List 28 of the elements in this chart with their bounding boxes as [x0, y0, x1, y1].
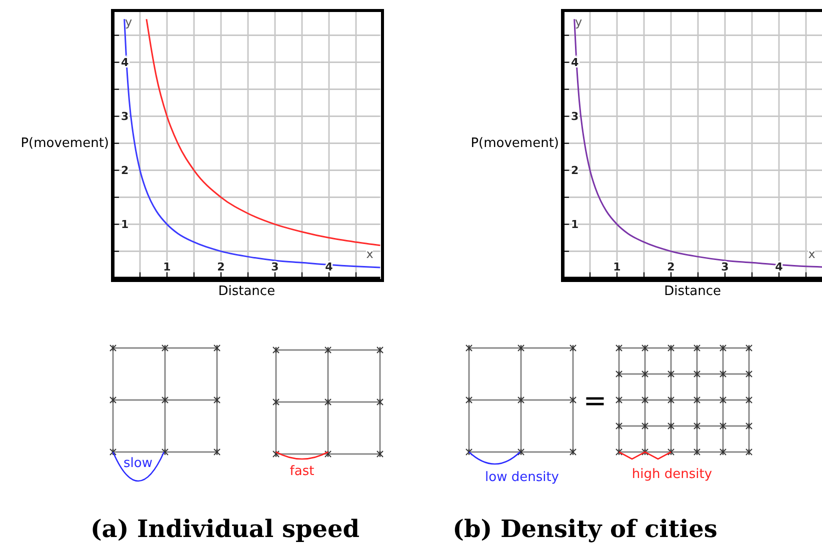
x-tick-label: 1 [163, 260, 171, 274]
annotation: x [366, 247, 374, 262]
y-tick-label: 3 [570, 110, 579, 124]
text: (b) Density of cities [452, 514, 718, 543]
x-axis-title: Distance [663, 284, 722, 300]
x-tick-label: 1 [613, 260, 621, 274]
annotation: x [808, 247, 816, 262]
y-tick-label: 3 [121, 110, 129, 124]
x-tick-label: 3 [271, 260, 279, 274]
y-axis-title: P(movement) [20, 136, 109, 151]
y-tick-label: 2 [570, 164, 579, 178]
annotation: y [125, 15, 132, 29]
line-series [146, 18, 380, 246]
x-axis-title: Distance [217, 284, 276, 300]
text: low density [485, 470, 560, 485]
text: fast [290, 464, 314, 479]
y-tick-label: 1 [121, 218, 129, 232]
text: = [583, 384, 607, 417]
x-tick-label: 3 [721, 260, 729, 274]
text: slow [124, 456, 153, 471]
text: high density [632, 467, 712, 482]
text: (a) Individual speed [89, 514, 361, 543]
x-tick-label: 2 [667, 260, 675, 274]
x-tick-label: 2 [217, 260, 225, 274]
annotation: y [575, 15, 582, 29]
y-axis-title: P(movement) [470, 136, 559, 151]
y-tick-label: 2 [121, 164, 129, 178]
y-tick-label: 1 [570, 218, 579, 232]
